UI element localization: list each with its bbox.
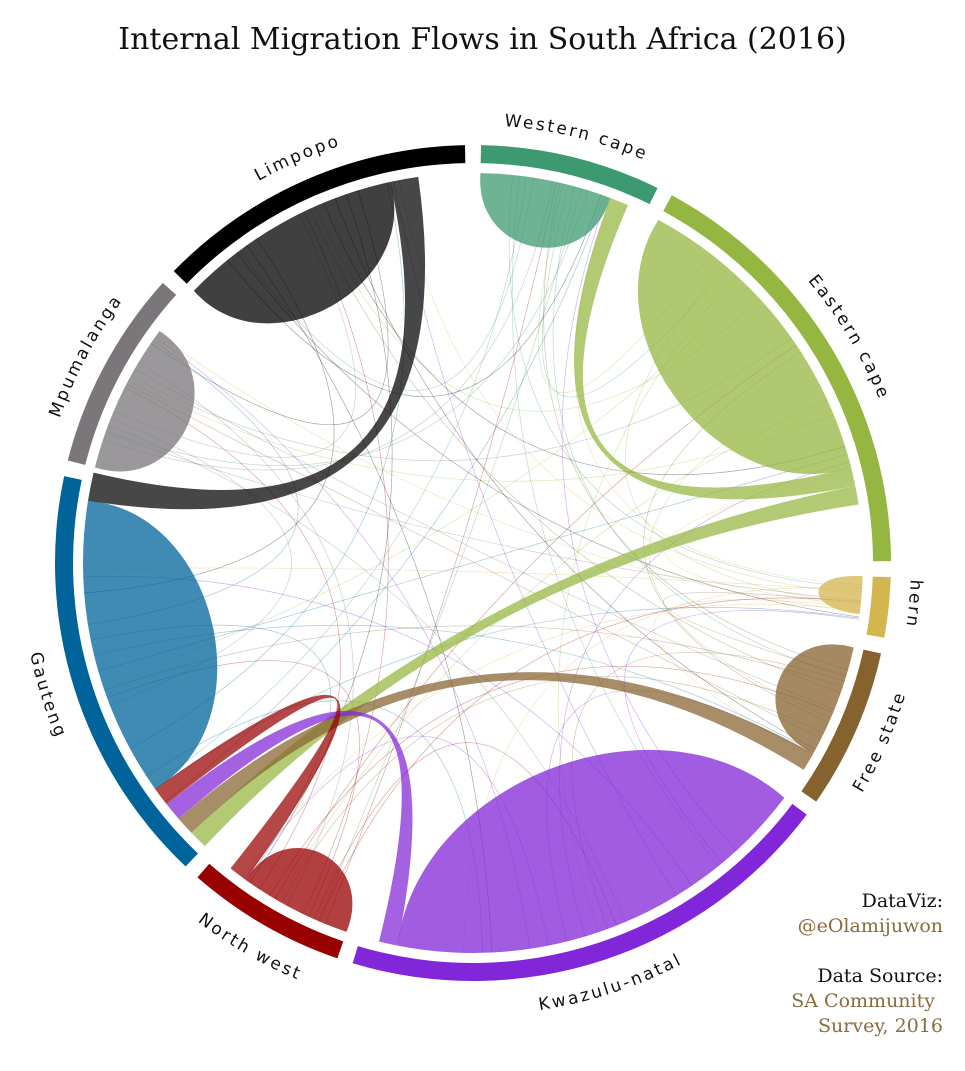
chord-northern-cape-to-northern-cape [818, 575, 863, 615]
sector-arc-northern-cape [866, 576, 891, 638]
sector-arc-north-west [197, 863, 344, 959]
chord-north-west-to-north-west [245, 847, 353, 932]
minor-flow-line [128, 380, 834, 482]
minor-flow-line [152, 176, 527, 787]
chord-mpumalanga-to-mpumalanga [94, 330, 195, 472]
source-line1: SA Community [791, 990, 935, 1012]
credits-dataviz: DataViz: @eOlamijuwon [798, 889, 943, 939]
source-line2: Survey, 2016 [818, 1015, 943, 1037]
minor-flow-line [269, 665, 834, 896]
minor-flow-line [150, 190, 389, 426]
minor-flow-line [102, 181, 554, 471]
chord-western-cape-to-western-cape [480, 173, 611, 248]
chord-free-state-to-free-state [775, 644, 854, 754]
chart-title: Internal Migration Flows in South Africa… [118, 22, 847, 57]
minor-flow-line [334, 198, 816, 750]
minor-flow-line [105, 432, 862, 602]
minor-flow-line [124, 387, 341, 890]
chord-kwazulu-natal-to-kwazulu-natal [397, 749, 785, 953]
minor-flow-line [227, 194, 602, 398]
minor-flow-line [309, 208, 841, 694]
sector-arc-limpopo [173, 145, 466, 284]
minor-flow-line [398, 179, 862, 595]
minor-flow-line [663, 592, 861, 676]
minor-flow-line [317, 188, 582, 922]
minor-flow-line [552, 186, 847, 678]
minor-flow-line [324, 182, 558, 925]
minor-flow-line [241, 603, 861, 878]
sector-arc-western-cape [480, 145, 658, 205]
dataviz-handle: @eOlamijuwon [797, 915, 943, 937]
minor-flow-line [105, 190, 589, 466]
dataviz-label: DataViz: [861, 890, 943, 912]
credits-source: Data Source: SA Community Survey, 2016 [791, 964, 943, 1039]
chord-north-west-to-gauteng [155, 694, 341, 880]
minor-flow-line [323, 202, 846, 476]
sector-label-gauteng: Gauteng [25, 650, 71, 742]
minor-flow-line [236, 252, 860, 618]
minor-flow-line [508, 175, 863, 588]
chord-gauteng-to-gauteng [83, 500, 218, 789]
sector-arc-free-state [801, 649, 882, 802]
minor-flow-line [249, 194, 393, 883]
minor-flow-line [543, 182, 849, 670]
minor-flow-line [302, 211, 389, 915]
minor-flow-line [319, 597, 862, 922]
sector-arc-gauteng [54, 476, 198, 867]
chord-eastern-cape-to-eastern-cape [637, 219, 852, 475]
chord-eastern-cape-to-western-cape [574, 197, 856, 500]
sector-arc-eastern-cape [663, 195, 891, 562]
minor-flow-line [83, 567, 862, 592]
chord-limpopo-to-limpopo [193, 181, 395, 324]
sector-arc-mpumalanga [67, 282, 177, 465]
sector-arc-kwazulu-natal [352, 803, 807, 981]
source-label: Data Source: [817, 965, 943, 987]
minor-flow-line [239, 177, 534, 391]
minor-flow-line [138, 362, 354, 906]
minor-flow-line [281, 676, 824, 903]
minor-flow-line [134, 368, 835, 711]
minor-flow-line [126, 383, 822, 740]
minor-flow-line [157, 333, 860, 613]
minor-flow-line [653, 599, 861, 758]
minor-flow-line [129, 182, 405, 749]
chord-kwazulu-natal-to-gauteng [166, 710, 413, 946]
